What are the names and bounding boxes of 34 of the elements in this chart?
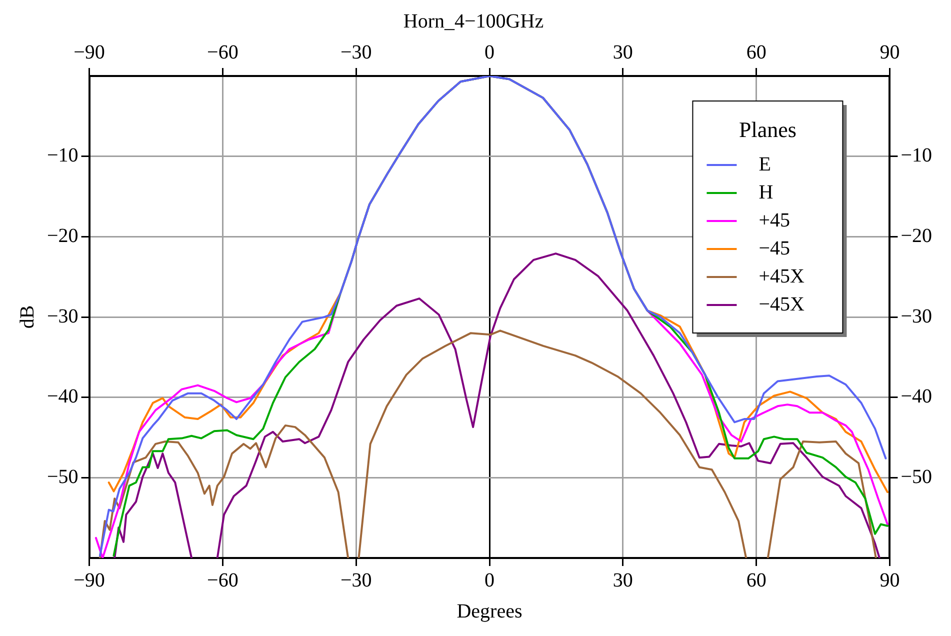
legend-label: +45 xyxy=(758,209,790,232)
legend-label: +45X xyxy=(758,265,805,288)
x2-tick-label: 0 xyxy=(484,41,494,64)
x2-tick-label: 60 xyxy=(746,41,766,64)
y-tick-label: −50 xyxy=(47,466,78,488)
y-tick-label: −20 xyxy=(47,224,78,247)
x2-tick-label: 30 xyxy=(612,41,633,64)
x2-tick-label: −30 xyxy=(340,41,372,64)
legend-label: −45 xyxy=(758,237,790,260)
y-tick-label: −40 xyxy=(47,386,78,408)
x2-tick-label: −60 xyxy=(207,41,238,64)
x-tick-label: 90 xyxy=(880,569,900,592)
legend-label: E xyxy=(758,153,771,176)
legend-title: Planes xyxy=(738,116,796,142)
y2-tick-label: −30 xyxy=(900,305,932,328)
y2-tick-label: −10 xyxy=(900,144,932,167)
x-tick-label: −60 xyxy=(207,569,238,592)
x-tick-label: −90 xyxy=(74,569,105,592)
y2-tick-label: −20 xyxy=(900,224,932,247)
y-tick-label: −10 xyxy=(47,144,78,167)
x-tick-label: 0 xyxy=(484,569,494,592)
y-axis-title: dB xyxy=(16,305,38,329)
x-tick-label: 60 xyxy=(746,569,766,592)
x2-tick-label: 90 xyxy=(880,41,900,64)
y2-tick-label: −50 xyxy=(900,466,932,488)
x-tick-label: −30 xyxy=(340,569,372,592)
legend-label: −45X xyxy=(758,293,805,316)
x-tick-label: 30 xyxy=(612,569,633,592)
legend-label: H xyxy=(758,181,774,204)
y-tick-label: −30 xyxy=(47,305,78,328)
x-axis-title: Degrees xyxy=(456,600,522,622)
y2-tick-label: −40 xyxy=(900,386,932,408)
x2-tick-label: −90 xyxy=(74,41,105,64)
chart-title: Horn_4−100GHz xyxy=(403,10,544,32)
